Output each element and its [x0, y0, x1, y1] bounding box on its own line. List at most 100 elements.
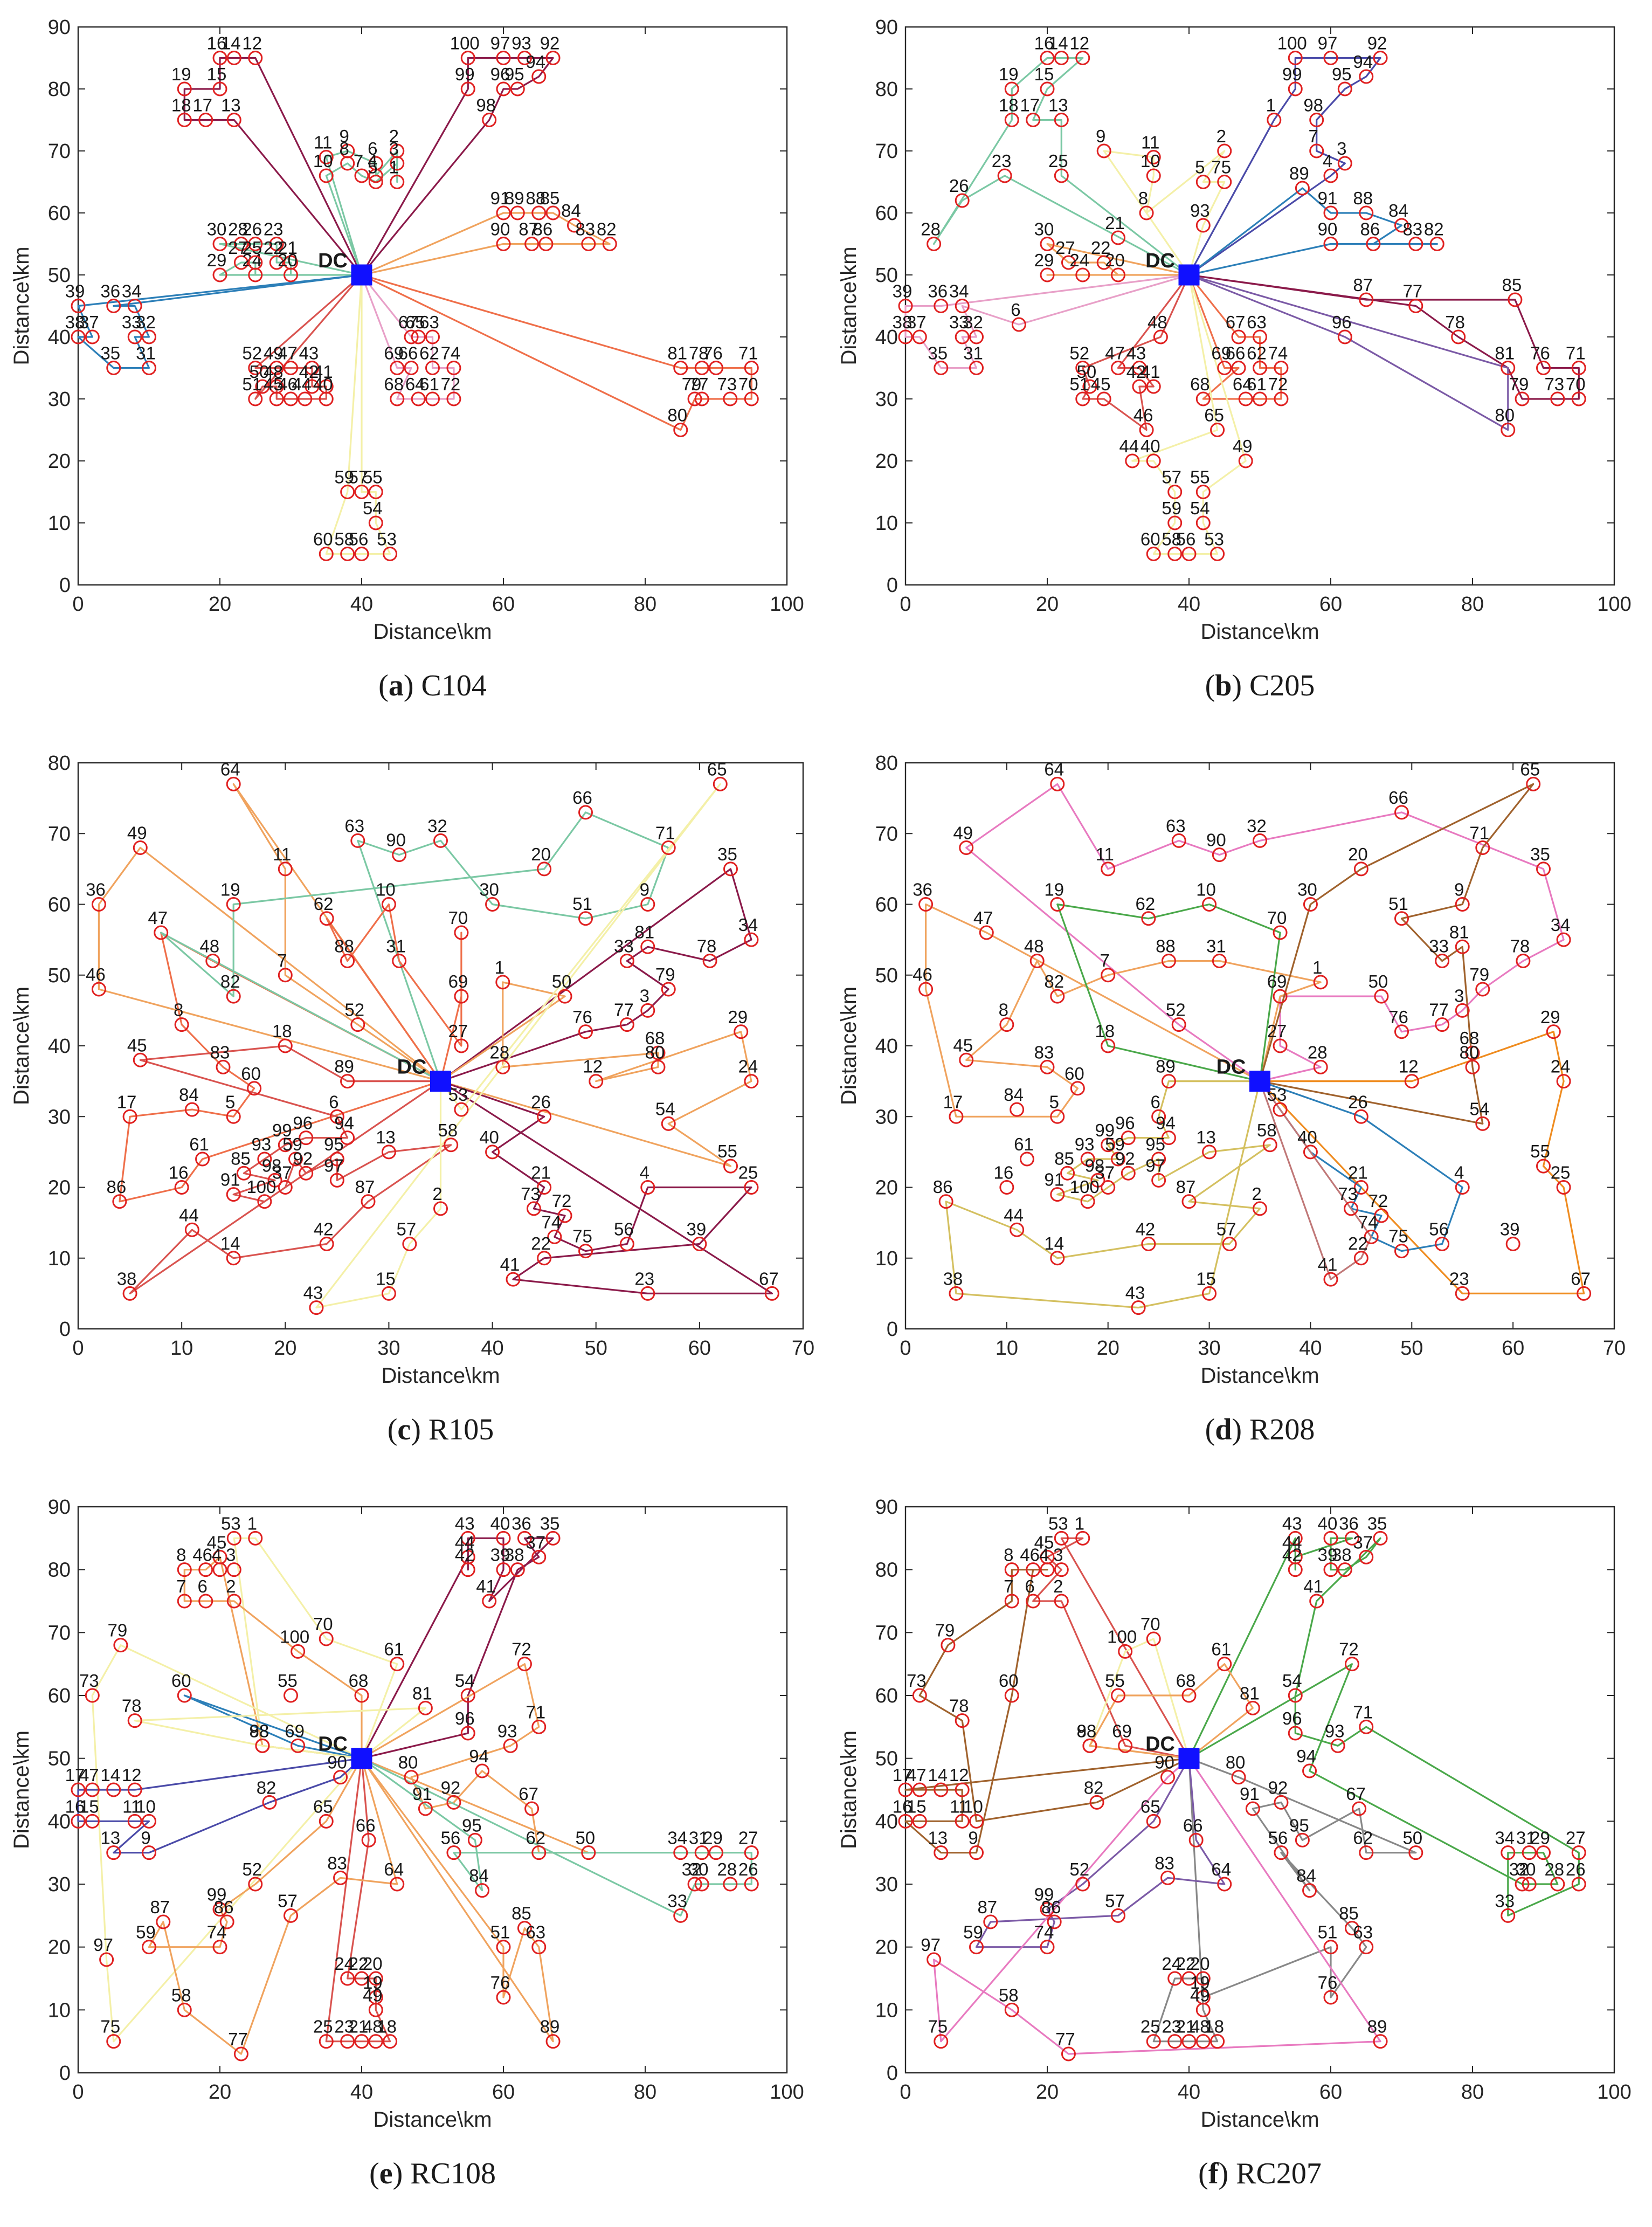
customer-point	[1011, 317, 1026, 332]
customer-label: 91	[412, 1784, 432, 1804]
customer-point	[133, 840, 148, 855]
y-tick-label: 20	[48, 1177, 71, 1199]
customer-label: 19	[220, 880, 240, 900]
customer-point	[1004, 2002, 1019, 2017]
customer-point	[619, 954, 634, 968]
route-10	[315, 783, 721, 1309]
customer-point	[1131, 1300, 1146, 1315]
customer-label: 87	[1353, 275, 1373, 295]
customer-label: 51	[1318, 1922, 1338, 1942]
customer-label: 14	[928, 1765, 948, 1785]
customer-point	[174, 1180, 189, 1195]
customer-label: 71	[655, 823, 675, 843]
customer-point	[212, 267, 227, 282]
customer-label: 74	[441, 343, 461, 363]
customer-label: 35	[928, 343, 948, 363]
customer-point	[340, 156, 355, 171]
customer-point	[1303, 897, 1318, 912]
customer-point	[198, 113, 213, 127]
customer-label: 59	[963, 1922, 983, 1942]
customer-label: 41	[1140, 362, 1160, 382]
customer-point	[112, 1194, 127, 1209]
customer-label: 28	[489, 1042, 509, 1062]
route-8	[1259, 1080, 1372, 1280]
customer-label: 44	[179, 1205, 199, 1225]
customer-label: 57	[349, 467, 369, 487]
caption-close: )	[411, 1413, 428, 1446]
customer-label: 72	[1368, 1191, 1388, 1211]
customer-point	[1096, 391, 1111, 406]
customer-label: 38	[943, 1268, 963, 1288]
customer-point	[969, 1940, 984, 1955]
customer-point	[106, 2034, 121, 2049]
customer-label: 50	[250, 362, 269, 382]
y-tick-label: 70	[875, 1622, 898, 1644]
y-tick-label: 10	[875, 1247, 898, 1270]
customer-label: 47	[907, 1765, 927, 1785]
customer-point	[1231, 1770, 1246, 1785]
customer-label: 99	[1095, 1120, 1115, 1140]
customer-point	[390, 156, 405, 171]
chart-panel-a: 0 20 40 60 80 100 0 10 20 30 40 50 60 70 80 90 Distance\…	[10, 16, 804, 702]
customer-label: 82	[1044, 971, 1064, 991]
customer-label: 12	[1069, 33, 1089, 53]
customer-label: 70	[448, 908, 468, 928]
customer-label: 27	[738, 1828, 758, 1848]
customer-point	[1181, 547, 1197, 561]
customer-point	[309, 1300, 324, 1315]
customer-label: 96	[1332, 312, 1352, 332]
x-tick-label: 0	[72, 1337, 84, 1360]
route-2	[183, 1556, 363, 1760]
customer-label: 54	[1190, 498, 1210, 518]
customer-label: 37	[907, 312, 927, 332]
customer-label: 93	[497, 1721, 517, 1741]
chart-panel-c: 0 10 20 30 40 50 60 70 0 10 20 30 40 50 60 70 80 Distance…	[10, 752, 814, 1446]
customer-label: 66	[1183, 1815, 1203, 1835]
customer-point	[524, 1801, 540, 1816]
customer-label: 80	[1226, 1753, 1246, 1773]
customer-label: 50	[575, 1828, 595, 1848]
customer-label: 51	[242, 374, 262, 394]
y-tick-label: 0	[59, 574, 71, 597]
customer-label: 41	[500, 1254, 520, 1274]
customer-label: 95	[504, 64, 524, 84]
customer-point	[1061, 255, 1076, 270]
customer-point	[1075, 267, 1090, 282]
customer-label: 97	[1318, 33, 1338, 53]
x-tick-label: 60	[492, 593, 515, 616]
customer-point	[1195, 2034, 1211, 2049]
customer-label: 80	[1460, 1042, 1480, 1062]
customer-point	[713, 776, 728, 791]
customer-label: 53	[1048, 1513, 1068, 1533]
customer-point	[226, 776, 241, 791]
customer-point	[340, 1971, 355, 1986]
customer-point	[694, 1845, 709, 1860]
customer-point	[538, 237, 554, 251]
customer-point	[319, 1631, 334, 1646]
customer-point	[1359, 1549, 1374, 1564]
customer-label: 65	[313, 1796, 333, 1816]
customer-label: 22	[1176, 1954, 1196, 1974]
customer-point	[723, 1159, 738, 1174]
customer-label: 2	[1053, 1576, 1063, 1596]
customer-label: 86	[214, 1897, 234, 1917]
route-9	[440, 1080, 773, 1294]
customer-point	[1202, 1144, 1217, 1160]
customer-point	[284, 391, 298, 406]
customer-label: 16	[1034, 33, 1054, 53]
customer-label: 93	[512, 33, 531, 53]
customer-point	[467, 1832, 482, 1847]
customer-label: 74	[1268, 343, 1288, 363]
customer-point	[545, 1530, 561, 1546]
customer-label: 85	[1502, 275, 1522, 295]
customer-label: 28	[921, 219, 941, 239]
customer-label: 69	[1267, 971, 1287, 991]
depot-marker	[1178, 264, 1200, 286]
customer-point	[299, 1166, 314, 1181]
customer-label: 70	[1267, 908, 1287, 928]
customer-label: 78	[1445, 312, 1465, 332]
customer-point	[226, 113, 241, 127]
customer-label: 88	[1353, 188, 1373, 208]
y-tick-label: 90	[48, 16, 71, 39]
x-axis-label: Distance\km	[1200, 2108, 1319, 2132]
